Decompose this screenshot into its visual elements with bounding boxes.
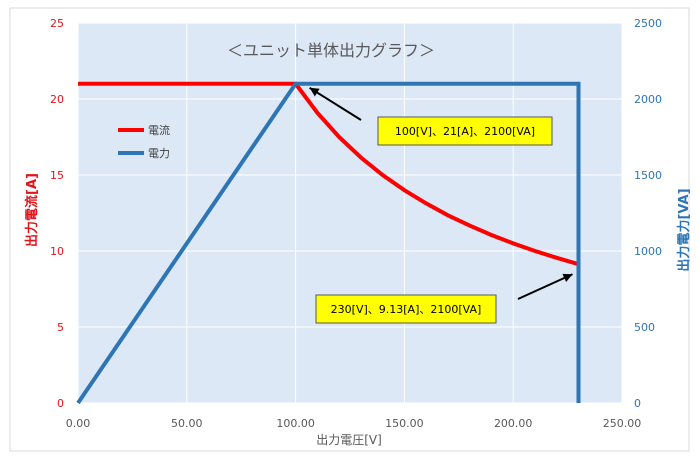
- x-tick-label: 250.00: [603, 417, 642, 430]
- legend-power-label: 電力: [148, 147, 170, 160]
- annotation-arrow-1: [309, 86, 362, 121]
- legend: 電流 電力: [118, 123, 170, 160]
- left-tick-label: 0: [57, 397, 64, 410]
- x-tick-label: 0.00: [66, 417, 91, 430]
- x-axis-title: 出力電圧[V]: [316, 433, 382, 447]
- annotation-box-1: [377, 116, 553, 146]
- annotation-box-2: [315, 294, 497, 324]
- right-tick-label: 500: [634, 321, 655, 334]
- right-tick-label: 1500: [634, 169, 662, 182]
- left-tick-label: 20: [50, 93, 64, 106]
- left-tick-label: 15: [50, 169, 64, 182]
- series-line-current: [78, 81, 580, 267]
- series-line-power: [76, 81, 581, 405]
- annotation-arrow-2: [517, 273, 573, 300]
- annotation-text-2: 230[V]、9.13[A]、2100[VA]: [331, 303, 482, 316]
- right-tick-label: 1000: [634, 245, 662, 258]
- x-tick-label: 100.00: [276, 417, 315, 430]
- left-tick-label: 10: [50, 245, 64, 258]
- annotation-text-1: 100[V]、21[A]、2100[VA]: [395, 125, 535, 138]
- right-tick-label: 2000: [634, 93, 662, 106]
- left-tick-label: 25: [50, 17, 64, 30]
- left-tick-label: 5: [57, 321, 64, 334]
- annotation-arrow-1-head: [309, 87, 320, 97]
- x-tick-label: 50.00: [171, 417, 203, 430]
- x-tick-label: 150.00: [385, 417, 424, 430]
- chart-frame: [9, 7, 690, 452]
- plot-area-background: [78, 23, 622, 403]
- x-tick-label: 200.00: [494, 417, 533, 430]
- chart-title: ＜ユニット単体出力グラフ＞: [227, 41, 435, 60]
- right-axis-title: 出力電力[VA]: [676, 188, 692, 271]
- right-tick-label: 2500: [634, 17, 662, 30]
- annotation-layer: 100[V]、21[A]、2100[VA] 230[V]、9.13[A]、2100…: [309, 86, 573, 324]
- annotation-arrow-2-head: [562, 273, 573, 283]
- series-layer: [76, 81, 581, 405]
- right-tick-label: 0: [634, 397, 641, 410]
- legend-current-label: 電流: [148, 123, 170, 137]
- left-axis-title: 出力電流[A]: [24, 173, 40, 247]
